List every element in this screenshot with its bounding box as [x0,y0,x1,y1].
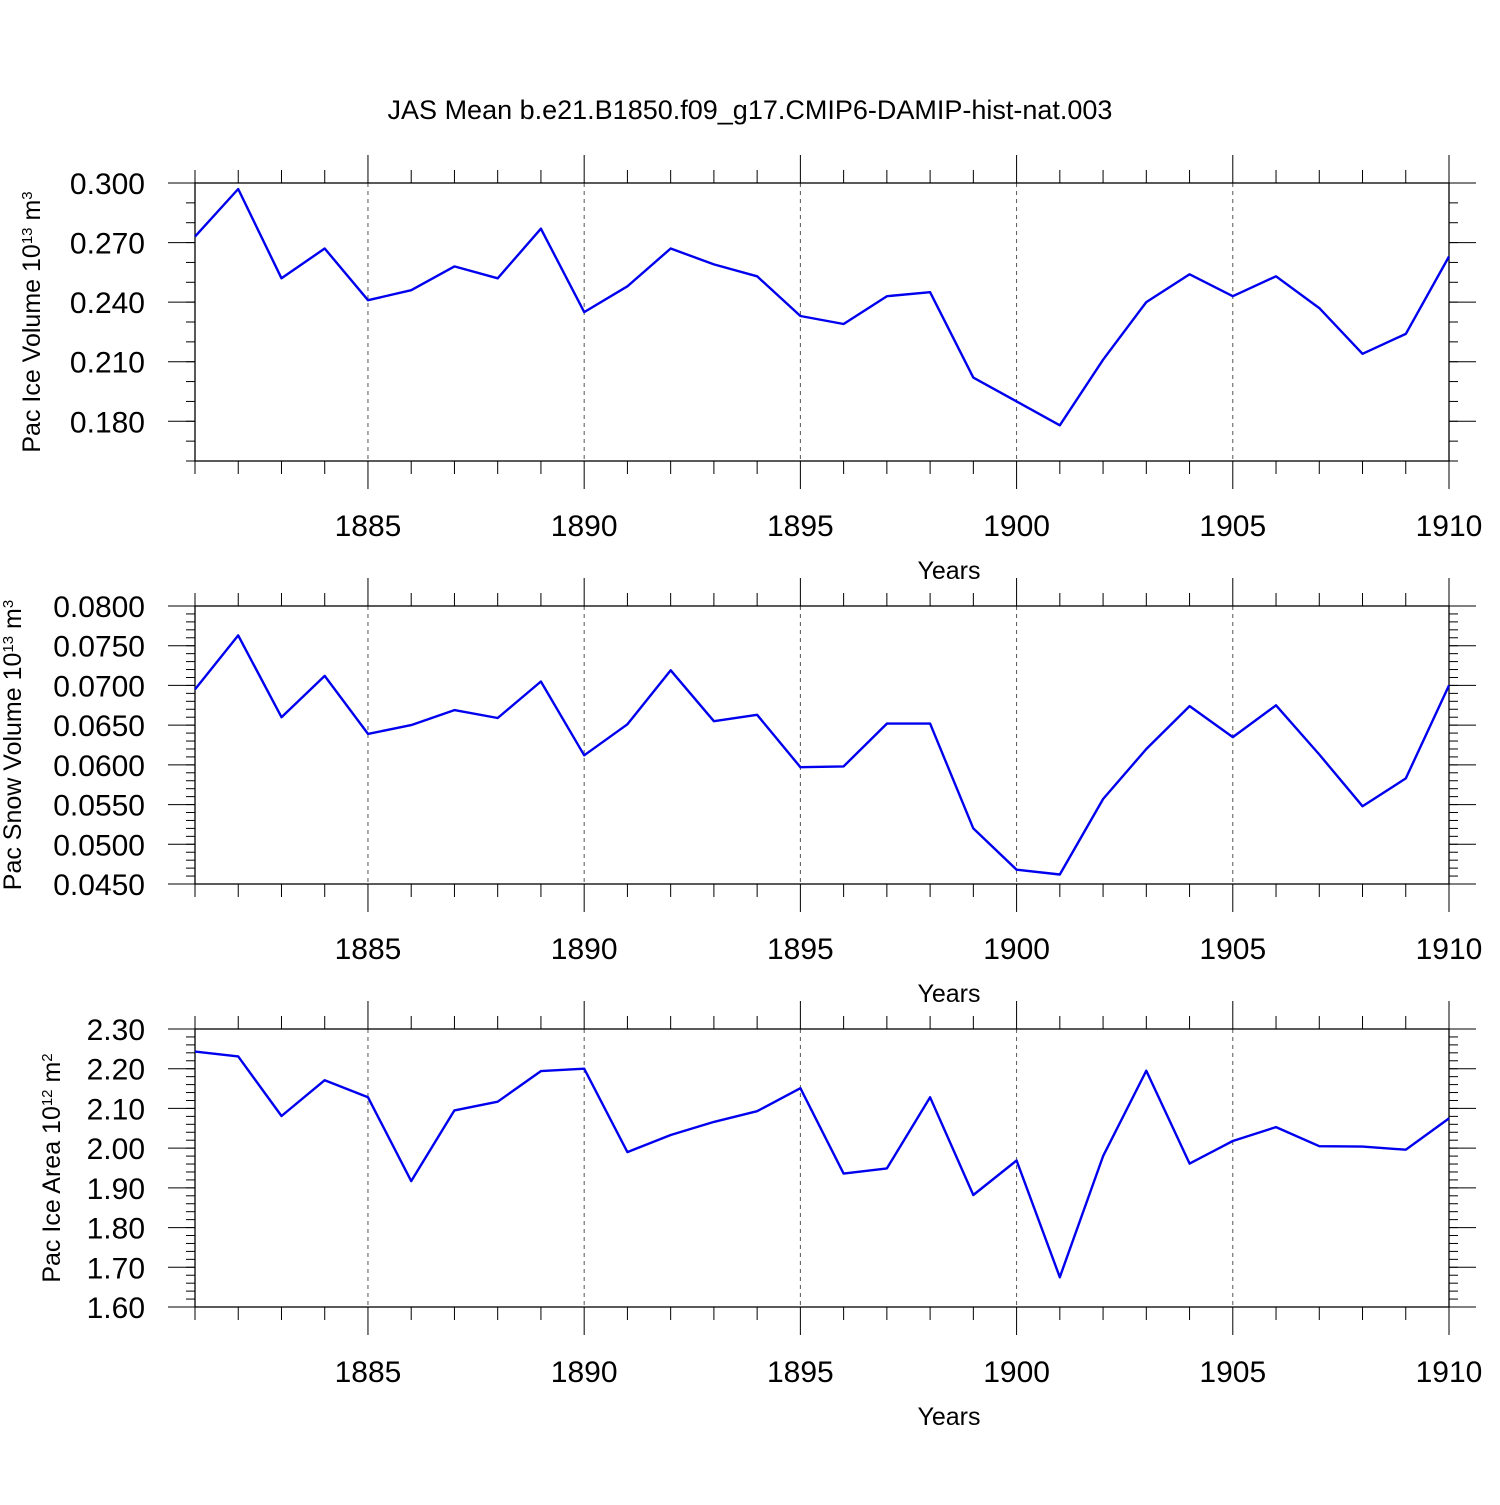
x-tick-label: 1910 [1416,933,1483,966]
y-tick-label: 1.90 [87,1173,145,1206]
pac-ice-volume-series-line [195,189,1449,425]
x-tick-label: 1890 [551,933,618,966]
y-tick-label: 1.60 [87,1292,145,1325]
y-tick-label: 2.20 [87,1054,145,1087]
pac-snow-volume-panel: 0.0450 0.0500 0.0550 0.0600 0.0650 0.0700 0.07… [0,578,1482,1008]
figure-title: JAS Mean b.e21.B1850.f09_g17.CMIP6-DAMIP… [388,95,1113,125]
plot-frame [195,606,1449,884]
pac-ice-volume-panel: 0.180 0.210 0.240 0.270 0.300 1885 1890 1895 190… [18,155,1482,585]
y-tick-label: 0.180 [70,406,145,439]
plot-frame [195,183,1449,461]
x-tick-label: 1905 [1199,1356,1266,1389]
x-tick-label: 1900 [983,1356,1050,1389]
y-tick-label: 0.300 [70,168,145,201]
x-tick-label: 1895 [767,510,834,543]
y-tick-label: 0.0500 [53,829,145,862]
y-tick-label: 0.0550 [53,790,145,823]
y-tick-label: 0.0450 [53,869,145,902]
x-tick-label: 1890 [551,510,618,543]
x-axis-label: Years [917,557,980,585]
y-tick-label: 1.80 [87,1213,145,1246]
y-tick-label: 1.70 [87,1252,145,1285]
x-tick-label: 1905 [1199,933,1266,966]
y-axis-label: Pac Ice Area 1012 m2 [38,1053,66,1282]
x-tick-label: 1910 [1416,1356,1483,1389]
x-tick-label: 1890 [551,1356,618,1389]
x-tick-label: 1895 [767,1356,834,1389]
x-tick-label: 1885 [335,933,402,966]
plot-frame [195,1029,1449,1307]
x-axis-label: Years [917,1403,980,1431]
x-tick-label: 1895 [767,933,834,966]
x-tick-label: 1900 [983,510,1050,543]
x-tick-label: 1905 [1199,510,1266,543]
y-tick-label: 0.0600 [53,750,145,783]
y-tick-label: 0.0650 [53,710,145,743]
x-tick-label: 1910 [1416,510,1483,543]
y-tick-label: 0.210 [70,347,145,380]
x-tick-label: 1900 [983,933,1050,966]
y-axis-label: Pac Ice Volume 1013 m3 [18,191,46,452]
x-tick-label: 1885 [335,510,402,543]
y-tick-label: 0.0700 [53,670,145,703]
pac-ice-area-panel: 1.60 1.70 1.80 1.90 2.00 2.10 2.20 2.30 1885 1890… [38,1001,1482,1431]
x-tick-label: 1885 [335,1356,402,1389]
y-tick-label: 2.10 [87,1093,145,1126]
pac-ice-area-series-line [195,1052,1449,1278]
y-axis-label: Pac Snow Volume 1013 m3 [0,600,27,890]
y-tick-label: 0.240 [70,287,145,320]
x-axis-label: Years [917,980,980,1008]
y-tick-label: 2.00 [87,1133,145,1166]
y-tick-label: 0.0750 [53,631,145,664]
y-tick-label: 0.270 [70,228,145,261]
pac-snow-volume-series-line [195,635,1449,874]
y-tick-label: 2.30 [87,1014,145,1047]
y-tick-label: 0.0800 [53,591,145,624]
